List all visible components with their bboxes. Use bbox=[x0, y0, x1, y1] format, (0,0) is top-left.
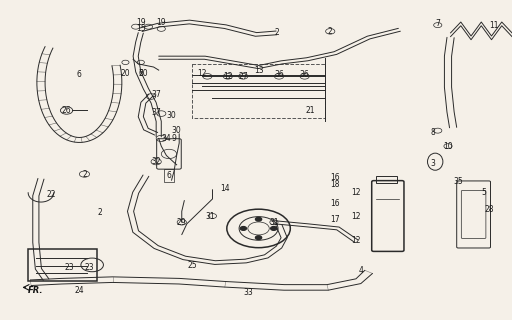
Bar bbox=[28, 249, 97, 281]
Text: 30: 30 bbox=[166, 111, 177, 120]
Text: 2: 2 bbox=[274, 28, 279, 37]
Text: 33: 33 bbox=[243, 288, 253, 297]
Text: 18: 18 bbox=[331, 180, 340, 189]
Text: 15: 15 bbox=[136, 24, 145, 33]
Text: 27: 27 bbox=[239, 72, 248, 81]
Text: 2: 2 bbox=[97, 208, 102, 217]
Text: 2: 2 bbox=[328, 27, 333, 36]
Text: 4: 4 bbox=[358, 266, 364, 275]
Text: 10: 10 bbox=[443, 142, 453, 151]
Text: 12: 12 bbox=[351, 212, 360, 220]
Bar bbox=[164, 170, 174, 182]
Text: 24: 24 bbox=[75, 286, 84, 295]
Text: 26: 26 bbox=[62, 106, 71, 115]
Text: 29: 29 bbox=[177, 218, 186, 227]
Text: 23: 23 bbox=[65, 263, 74, 272]
Text: 9: 9 bbox=[172, 134, 177, 143]
Bar bbox=[376, 176, 397, 183]
Text: 31: 31 bbox=[269, 218, 279, 227]
Text: 36: 36 bbox=[300, 70, 310, 79]
Text: 5: 5 bbox=[481, 188, 486, 197]
Text: 6: 6 bbox=[77, 70, 82, 79]
Circle shape bbox=[240, 227, 246, 230]
Circle shape bbox=[271, 227, 277, 230]
Text: 14: 14 bbox=[221, 184, 230, 193]
Text: 21: 21 bbox=[305, 106, 314, 115]
Text: 17: 17 bbox=[331, 215, 340, 224]
Text: 34: 34 bbox=[161, 134, 172, 143]
Text: 23: 23 bbox=[85, 263, 94, 272]
Circle shape bbox=[255, 217, 262, 221]
Circle shape bbox=[255, 236, 262, 239]
Text: 22: 22 bbox=[47, 190, 56, 199]
Text: 20: 20 bbox=[121, 69, 130, 78]
Text: 11: 11 bbox=[489, 20, 499, 30]
Text: 19: 19 bbox=[157, 18, 166, 27]
Text: 12: 12 bbox=[351, 236, 360, 245]
Text: 37: 37 bbox=[151, 91, 161, 100]
Text: 19: 19 bbox=[136, 18, 145, 27]
Text: 37: 37 bbox=[151, 108, 161, 116]
Text: 3: 3 bbox=[430, 159, 435, 168]
Text: 12: 12 bbox=[223, 72, 232, 81]
Text: 13: 13 bbox=[254, 66, 263, 75]
Text: 25: 25 bbox=[187, 261, 197, 270]
Text: 16: 16 bbox=[331, 199, 340, 208]
Text: 36: 36 bbox=[274, 70, 284, 79]
Bar bbox=[192, 64, 325, 118]
Text: 16: 16 bbox=[331, 173, 340, 182]
Text: 7: 7 bbox=[435, 19, 440, 28]
Text: 31: 31 bbox=[205, 212, 215, 220]
Text: 8: 8 bbox=[430, 128, 435, 137]
Text: 28: 28 bbox=[484, 205, 494, 214]
Text: 6: 6 bbox=[166, 171, 172, 180]
Text: 12: 12 bbox=[351, 188, 360, 197]
Text: 35: 35 bbox=[453, 177, 463, 186]
Text: FR.: FR. bbox=[28, 286, 44, 295]
Text: 30: 30 bbox=[172, 126, 182, 135]
Text: 2: 2 bbox=[82, 170, 87, 179]
Text: 32: 32 bbox=[152, 157, 161, 166]
Text: 12: 12 bbox=[198, 69, 207, 78]
Text: 20: 20 bbox=[139, 69, 148, 78]
Text: 6: 6 bbox=[138, 69, 143, 78]
